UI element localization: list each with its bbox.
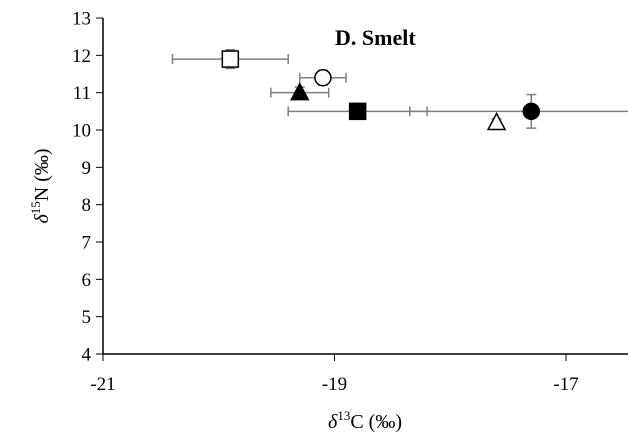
data-point-square-filled <box>348 102 367 121</box>
x-axis-title: δ13C (‰) <box>328 408 402 433</box>
y-tick-label: 6 <box>82 270 92 291</box>
x-axis-title-prefix: δ <box>328 411 338 433</box>
data-point-circle-open <box>314 68 332 87</box>
y-tick-label: 8 <box>82 195 92 216</box>
x-tick-label: -17 <box>553 374 578 395</box>
x-tick-label: -19 <box>322 374 347 395</box>
chart-title: D. Smelt <box>335 25 416 50</box>
y-tick-label: 5 <box>82 307 92 328</box>
data-point-circle-filled <box>522 102 541 121</box>
y-axis-title: δ15N (‰) <box>28 148 53 223</box>
x-tick-label: -21 <box>90 374 115 395</box>
ticks <box>96 17 567 361</box>
error-bars <box>171 48 628 129</box>
x-axis-title-sup: 13 <box>337 408 350 423</box>
y-tick-label: 11 <box>73 83 91 104</box>
data-point-triangle-filled <box>290 82 310 101</box>
y-axis-title-main: N (‰) <box>31 148 53 201</box>
y-tick-label: 10 <box>72 121 91 142</box>
x-axis-title-main: C (‰) <box>350 411 402 433</box>
data-point-square-open <box>221 50 240 68</box>
y-axis-title-prefix: δ <box>31 214 53 224</box>
y-tick-label: 7 <box>82 233 92 254</box>
y-tick-label: 4 <box>82 345 92 366</box>
tick-labels: -21-19-17-1545678910111213 <box>72 9 579 396</box>
data-point-triangle-open <box>486 111 507 131</box>
y-tick-label: 13 <box>72 9 91 30</box>
axes <box>102 18 628 355</box>
y-axis-title-sup: 15 <box>28 201 43 214</box>
y-tick-label: 9 <box>82 158 92 179</box>
data-points <box>221 50 541 131</box>
y-tick-label: 12 <box>72 46 91 67</box>
